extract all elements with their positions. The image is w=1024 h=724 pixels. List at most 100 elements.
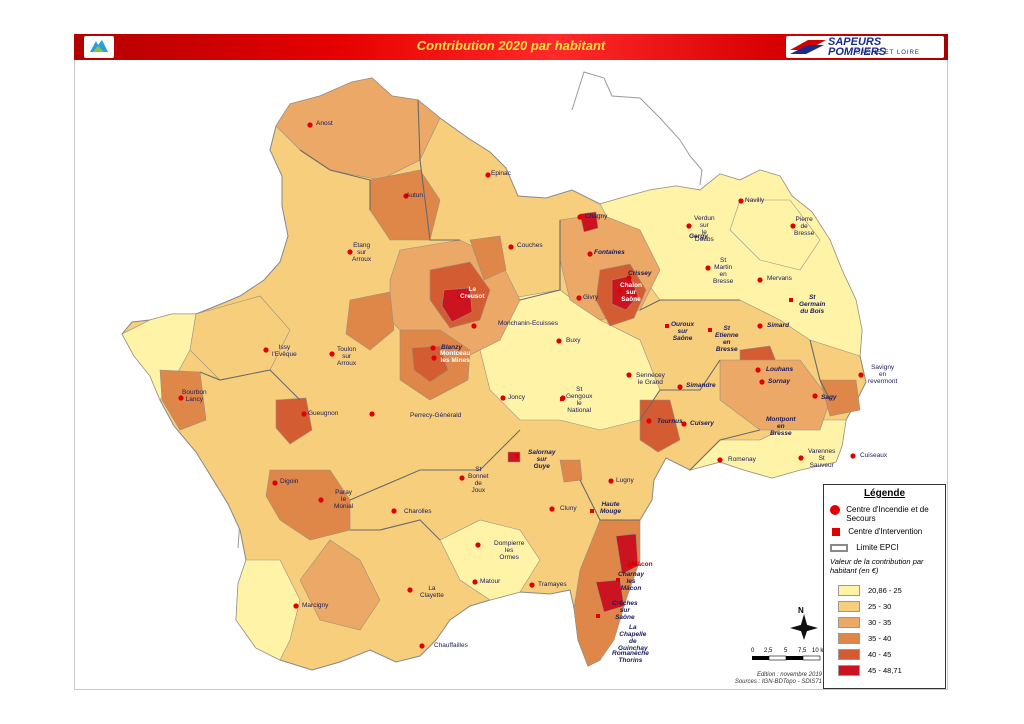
cis-marker <box>858 372 864 378</box>
cis-marker <box>738 198 744 204</box>
town-label: Romenay <box>728 456 756 463</box>
town-label: Crêches sur Saône <box>612 600 638 621</box>
town-label: Sornay <box>768 378 791 385</box>
cis-marker <box>431 355 437 361</box>
town-label: Chagny <box>585 213 608 220</box>
town-label: Chauffailles <box>434 642 468 649</box>
legend-range-label: 25 - 30 <box>868 602 892 611</box>
town-label: Gueugnon <box>308 410 339 417</box>
town-label: Joncy <box>508 394 525 401</box>
town-label: Perrecy-Générald <box>410 412 462 419</box>
legend-swatch <box>838 665 860 676</box>
town-label: Haute Mouge <box>600 501 621 515</box>
ci-marker <box>515 454 519 458</box>
cis-marker <box>329 351 335 357</box>
cis-marker <box>485 172 491 178</box>
ci-marker <box>708 328 712 332</box>
north-label: N <box>798 606 804 615</box>
scale-tick: 0 <box>751 648 755 654</box>
epci-boundaries <box>199 99 831 541</box>
town-label: St Germain du Bois <box>799 294 826 315</box>
scale-tick: 10 km <box>812 648 829 654</box>
legend-epci: Limite EPCI <box>830 543 898 552</box>
town-label: Romanèche Thorins <box>612 650 649 664</box>
cis-marker <box>587 251 593 257</box>
cis-marker <box>681 421 687 427</box>
map-title: Contribution 2020 par habitant <box>416 38 606 53</box>
cis-marker <box>755 367 761 373</box>
cis-marker <box>419 643 425 649</box>
town-label: Digoin <box>280 478 299 485</box>
ci-marker <box>665 324 669 328</box>
legend-swatch <box>838 633 860 644</box>
cis-marker <box>608 478 614 484</box>
ci-marker <box>616 578 620 582</box>
cis-marker <box>757 277 763 283</box>
town-label: Toulon sur Arroux <box>337 346 357 367</box>
cis-marker <box>472 579 478 585</box>
legend-cis: Centre d'Incendie et de Secours <box>830 505 942 523</box>
sdis-logo-text: SAPEURS POMPIERS <box>828 36 887 58</box>
map-credits: Edition : novembre 2019 Sources : IGN-BD… <box>734 672 822 685</box>
cis-marker <box>556 338 562 344</box>
town-label: Le Creusot <box>460 286 485 300</box>
town-label: Givry <box>583 294 599 301</box>
cis-marker <box>705 265 711 271</box>
town-label: Charolles <box>404 508 432 515</box>
town-label: Cuiseaux <box>860 452 888 459</box>
cis-marker <box>549 506 555 512</box>
legend-swatch <box>838 617 860 628</box>
ci-marker <box>590 509 594 513</box>
legend-swatch <box>838 601 860 612</box>
cis-marker <box>178 395 184 401</box>
cis-marker <box>430 345 436 351</box>
legend-range-label: 35 - 40 <box>868 634 892 643</box>
cis-marker <box>577 214 583 220</box>
town-label: Charnay les Mâcon <box>618 571 645 592</box>
cis-marker <box>500 395 506 401</box>
town-label: Autun <box>406 192 423 199</box>
town-label: Louhans <box>766 366 794 373</box>
cis-marker <box>407 587 413 593</box>
town-label: Anost <box>316 120 333 127</box>
town-label: Issy l'Evêque <box>272 344 297 358</box>
legend-value-title: Valeur de la contribution par habitant (… <box>830 557 924 575</box>
cis-marker <box>627 562 633 568</box>
cis-marker <box>626 372 632 378</box>
town-label: La Clayette <box>420 585 444 599</box>
cis-marker <box>263 347 269 353</box>
cis-marker <box>347 249 353 255</box>
north-arrow-icon <box>790 614 818 640</box>
cis-marker <box>790 223 796 229</box>
town-label: Montpont en Bresse <box>766 416 796 437</box>
town-label: St Etienne en Bresse <box>715 325 739 353</box>
legend-swatch <box>838 585 860 596</box>
town-label: Bourbon Lancy <box>182 389 207 403</box>
cis-marker <box>759 379 765 385</box>
town-label: Ouroux sur Saône <box>671 321 695 342</box>
cis-marker <box>717 457 723 463</box>
town-label: Epinac <box>491 170 511 177</box>
sdis-logo-sub: SAÔNE ET LOIRE <box>856 50 920 56</box>
scale-bar: 0 2,5 5 7,5 10 km <box>750 648 828 671</box>
cis-marker <box>272 480 278 486</box>
cis-marker <box>677 384 683 390</box>
cis-marker <box>391 508 397 514</box>
cis-marker <box>293 603 299 609</box>
town-label: Pierre de Bresse <box>794 216 815 237</box>
town-label: Verdun sur le Doubs <box>694 215 715 243</box>
town-markers <box>178 122 864 649</box>
town-label: Buxy <box>566 337 581 344</box>
town-label: Couches <box>517 242 543 249</box>
town-label: Cuisery <box>690 420 714 427</box>
town-label: Salornay sur Guye <box>528 449 556 470</box>
cis-marker <box>369 411 375 417</box>
town-label: St Bonnet de Joux <box>468 466 489 494</box>
town-label: La Chapelle de Guinchay <box>618 624 648 652</box>
legend-range-label: 20,86 - 25 <box>868 586 902 595</box>
town-label: St Gengoux le National <box>566 386 593 414</box>
cis-marker <box>457 294 463 300</box>
cis-marker <box>307 122 313 128</box>
cis-marker <box>812 393 818 399</box>
town-label: Mervans <box>767 275 792 282</box>
